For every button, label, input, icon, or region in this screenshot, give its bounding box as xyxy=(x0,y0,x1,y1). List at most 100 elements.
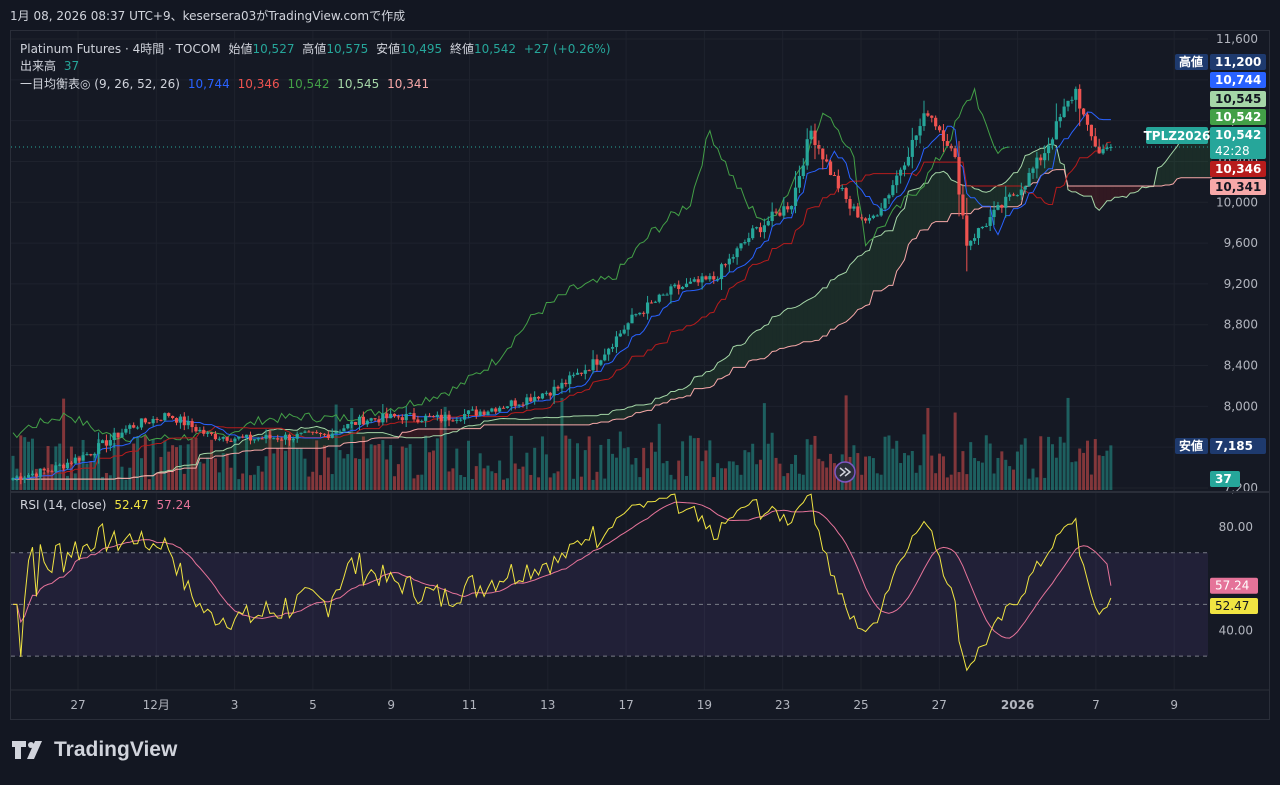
candle-body xyxy=(365,420,369,425)
candle-body xyxy=(478,411,482,416)
candle-body xyxy=(62,464,66,469)
volume-bar xyxy=(529,474,533,490)
cloud-segment xyxy=(1169,151,1174,186)
volume-bar xyxy=(953,412,957,490)
volume-label[interactable]: 出来高 xyxy=(20,59,57,73)
volume-bar xyxy=(821,461,825,490)
candle-body xyxy=(793,187,798,206)
volume-bar xyxy=(790,464,794,490)
cloud-segment xyxy=(612,409,617,420)
cloud-segment xyxy=(721,358,726,379)
candle-body xyxy=(1058,117,1062,122)
volume-bar xyxy=(864,456,868,490)
candle-body xyxy=(23,477,27,480)
rsi-label[interactable]: RSI (14, close) xyxy=(20,498,107,512)
cloud-segment xyxy=(737,345,742,368)
candle-body xyxy=(30,473,35,476)
volume-bar xyxy=(357,458,361,490)
volume-bar xyxy=(661,463,665,490)
candle-body xyxy=(276,438,280,440)
candle-body xyxy=(509,400,513,407)
candle-body xyxy=(116,432,120,438)
volume-bar xyxy=(307,476,311,490)
span-a-value: 10,545 xyxy=(337,77,380,91)
candle-body xyxy=(315,432,319,434)
candle-body xyxy=(770,211,774,222)
close-label: 終値 xyxy=(449,42,474,56)
symbol-title[interactable]: Platinum Futures · 4時間 · TOCOM xyxy=(20,42,221,56)
volume-bar xyxy=(295,448,299,490)
candle-body xyxy=(135,427,140,429)
cloud-segment xyxy=(425,428,430,438)
volume-bar xyxy=(720,468,724,490)
volume-bar xyxy=(875,473,879,490)
candle-body xyxy=(513,400,517,406)
price-axis-label: 9,200 xyxy=(1224,277,1258,291)
low-value: 10,495 xyxy=(400,42,443,56)
cloud-segment xyxy=(231,444,235,454)
candle-body xyxy=(797,176,802,188)
volume-bar xyxy=(794,454,798,490)
candle-body xyxy=(311,431,315,433)
candle-body xyxy=(743,242,747,244)
candle-body xyxy=(334,431,338,434)
volume-bar xyxy=(1058,436,1062,490)
cloud-segment xyxy=(807,298,812,342)
candle-body xyxy=(171,415,175,419)
volume-bar xyxy=(505,478,509,490)
candle-body xyxy=(805,139,809,166)
candle-body xyxy=(891,185,895,196)
ichimoku-label[interactable]: 一目均衡表◎ (9, 26, 52, 26) xyxy=(20,77,180,91)
cloud-segment xyxy=(421,428,426,438)
rsi-legend: RSI (14, close) 52.47 57.24 xyxy=(20,498,195,512)
cloud-segment xyxy=(826,280,831,336)
cloud-segment xyxy=(694,376,699,389)
candle-body xyxy=(860,217,864,219)
volume-bar xyxy=(280,436,284,490)
cloud-segment xyxy=(620,409,625,420)
candle-body xyxy=(163,413,167,421)
candle-body xyxy=(369,418,373,421)
price-tag xyxy=(1210,127,1266,159)
cloud-segment xyxy=(1103,186,1107,206)
volume-bar xyxy=(817,458,821,490)
cloud-segment xyxy=(772,316,777,352)
volume-bar xyxy=(221,453,225,490)
candle-body xyxy=(427,415,432,417)
cloud-segment xyxy=(1173,146,1178,184)
price-tag-name-box xyxy=(1175,438,1208,454)
cloud-segment xyxy=(803,300,808,342)
cloud-segment xyxy=(651,398,656,411)
cloud-segment xyxy=(1099,186,1104,211)
volume-bar xyxy=(922,434,926,490)
candle-body xyxy=(863,218,868,221)
candle-body xyxy=(1008,194,1012,197)
candle-body xyxy=(1054,121,1058,140)
kijun-sen-line xyxy=(12,141,1111,480)
cloud-segment xyxy=(281,429,286,449)
candle-body xyxy=(213,433,218,440)
candle-body xyxy=(673,284,677,287)
candle-body xyxy=(548,392,552,396)
volume-bar xyxy=(696,437,700,490)
volume-bar xyxy=(914,472,918,490)
candle-body xyxy=(828,161,833,176)
cloud-segment xyxy=(818,287,823,341)
candle-body xyxy=(89,454,93,456)
cloud-segment xyxy=(215,450,220,457)
candle-body xyxy=(108,440,112,446)
volume-bar xyxy=(377,444,381,490)
volume-bar xyxy=(630,464,634,490)
volume-bar xyxy=(692,438,696,490)
tradingview-logo[interactable]: TradingView xyxy=(12,738,177,762)
candle-body xyxy=(318,433,323,435)
price-axis-label: 8,400 xyxy=(1224,359,1258,373)
candle-body xyxy=(1097,146,1101,154)
time-axis-label: 27 xyxy=(932,698,947,712)
cloud-segment xyxy=(277,428,282,449)
volume-bar xyxy=(502,479,506,490)
cloud-segment xyxy=(990,187,995,207)
candle-body xyxy=(85,454,89,456)
volume-bar xyxy=(93,453,97,490)
